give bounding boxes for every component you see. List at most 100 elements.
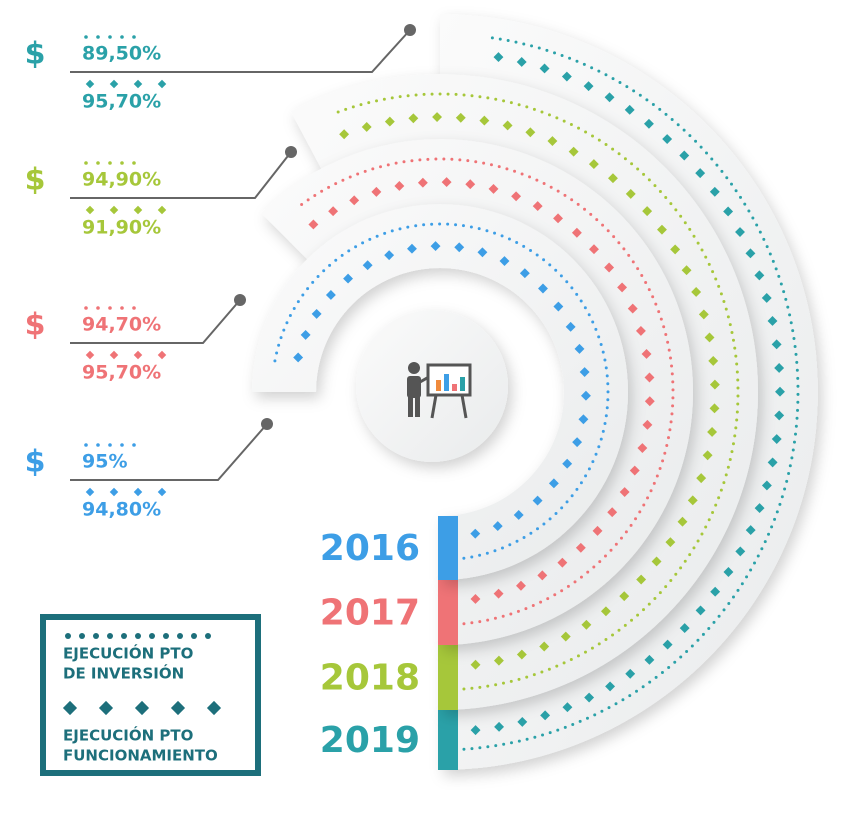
dot <box>149 633 155 639</box>
diamond <box>394 181 405 191</box>
diamond <box>532 495 543 506</box>
diamond <box>604 262 615 273</box>
dot <box>96 161 100 165</box>
diamond <box>735 546 746 557</box>
diamond <box>560 631 571 642</box>
diamond <box>710 586 721 597</box>
diamond <box>540 710 551 721</box>
diamond <box>774 363 785 373</box>
rows: $89,50% 95,70% $ 94,90% 91,90% $ 94,70% 95,70% $… <box>25 24 416 521</box>
diamond <box>547 136 558 146</box>
diamond <box>679 150 690 161</box>
diamond <box>470 725 481 736</box>
diamond <box>465 179 476 190</box>
diamond <box>553 213 563 224</box>
inversion-value: 94,70% <box>82 314 161 336</box>
dot <box>108 35 112 39</box>
dot <box>65 633 71 639</box>
diamond <box>642 419 653 430</box>
diamond <box>85 205 95 215</box>
diamond <box>605 681 616 692</box>
diamond <box>775 386 785 397</box>
dot <box>121 633 127 639</box>
diamond <box>548 478 559 489</box>
diamond <box>695 605 706 616</box>
dot <box>84 443 88 447</box>
diamond <box>293 352 304 363</box>
dot <box>205 633 211 639</box>
year-strip <box>438 710 458 770</box>
diamond <box>735 227 745 237</box>
diamond <box>575 542 586 553</box>
diamond <box>109 79 119 89</box>
dot <box>132 35 136 39</box>
diamond <box>328 206 339 217</box>
diamond <box>308 219 319 230</box>
diamond <box>339 129 350 140</box>
dot <box>108 443 112 447</box>
diamond <box>578 414 589 425</box>
diamond <box>767 316 778 326</box>
diamond <box>761 292 772 303</box>
diamond <box>109 350 119 360</box>
diamond <box>644 396 655 407</box>
diamond <box>600 606 611 617</box>
diamond <box>592 525 603 536</box>
inversion-value: 89,50% <box>82 43 161 65</box>
rings: 2019 2018 2017 2016 <box>252 14 818 770</box>
year-label: 2019 <box>320 720 420 761</box>
diamond <box>539 63 550 74</box>
funcionamiento-value: 94,80% <box>82 499 161 521</box>
diamond <box>537 570 548 581</box>
diamond <box>754 503 765 514</box>
diamond <box>745 525 756 536</box>
diamond <box>723 567 734 577</box>
diamond <box>62 700 78 716</box>
dot <box>84 35 88 39</box>
funcionamiento-value: 95,70% <box>82 362 161 384</box>
diamond <box>134 700 150 716</box>
diamond <box>625 188 636 199</box>
diamond <box>581 619 592 630</box>
diamond <box>133 350 143 360</box>
diamond <box>767 457 778 468</box>
dot <box>79 633 85 639</box>
diamond <box>571 227 582 238</box>
diamond <box>709 403 720 414</box>
diamond <box>133 205 143 215</box>
diamond <box>687 495 698 506</box>
diamond <box>493 655 504 666</box>
diamond <box>568 146 579 157</box>
year-strip <box>438 645 458 710</box>
diamond <box>561 71 572 82</box>
diamond <box>430 241 441 252</box>
leader-line <box>70 151 292 199</box>
diamond <box>343 273 354 284</box>
diamond <box>708 355 719 366</box>
diamond <box>619 487 630 497</box>
diamond <box>774 410 785 421</box>
diamond <box>642 206 653 217</box>
dotted-arc <box>298 157 675 627</box>
diamond <box>704 332 715 343</box>
diamond <box>681 265 692 276</box>
diamond <box>109 205 119 215</box>
dot <box>191 633 197 639</box>
diamond <box>516 649 527 660</box>
diamond <box>85 79 95 89</box>
diamond <box>761 480 772 491</box>
currency-symbol: $ <box>25 308 46 343</box>
diamond <box>85 350 95 360</box>
diamond <box>532 201 543 212</box>
diamond <box>636 574 647 585</box>
ring <box>261 139 693 645</box>
diamond <box>98 700 114 716</box>
currency-symbol: $ <box>25 445 46 480</box>
diamond <box>454 242 465 253</box>
funcionamiento-value: 95,70% <box>82 91 161 113</box>
diamond <box>607 507 618 518</box>
diamond <box>539 641 550 652</box>
diamond <box>581 390 591 401</box>
diamond <box>696 473 707 484</box>
diamond <box>133 487 143 497</box>
